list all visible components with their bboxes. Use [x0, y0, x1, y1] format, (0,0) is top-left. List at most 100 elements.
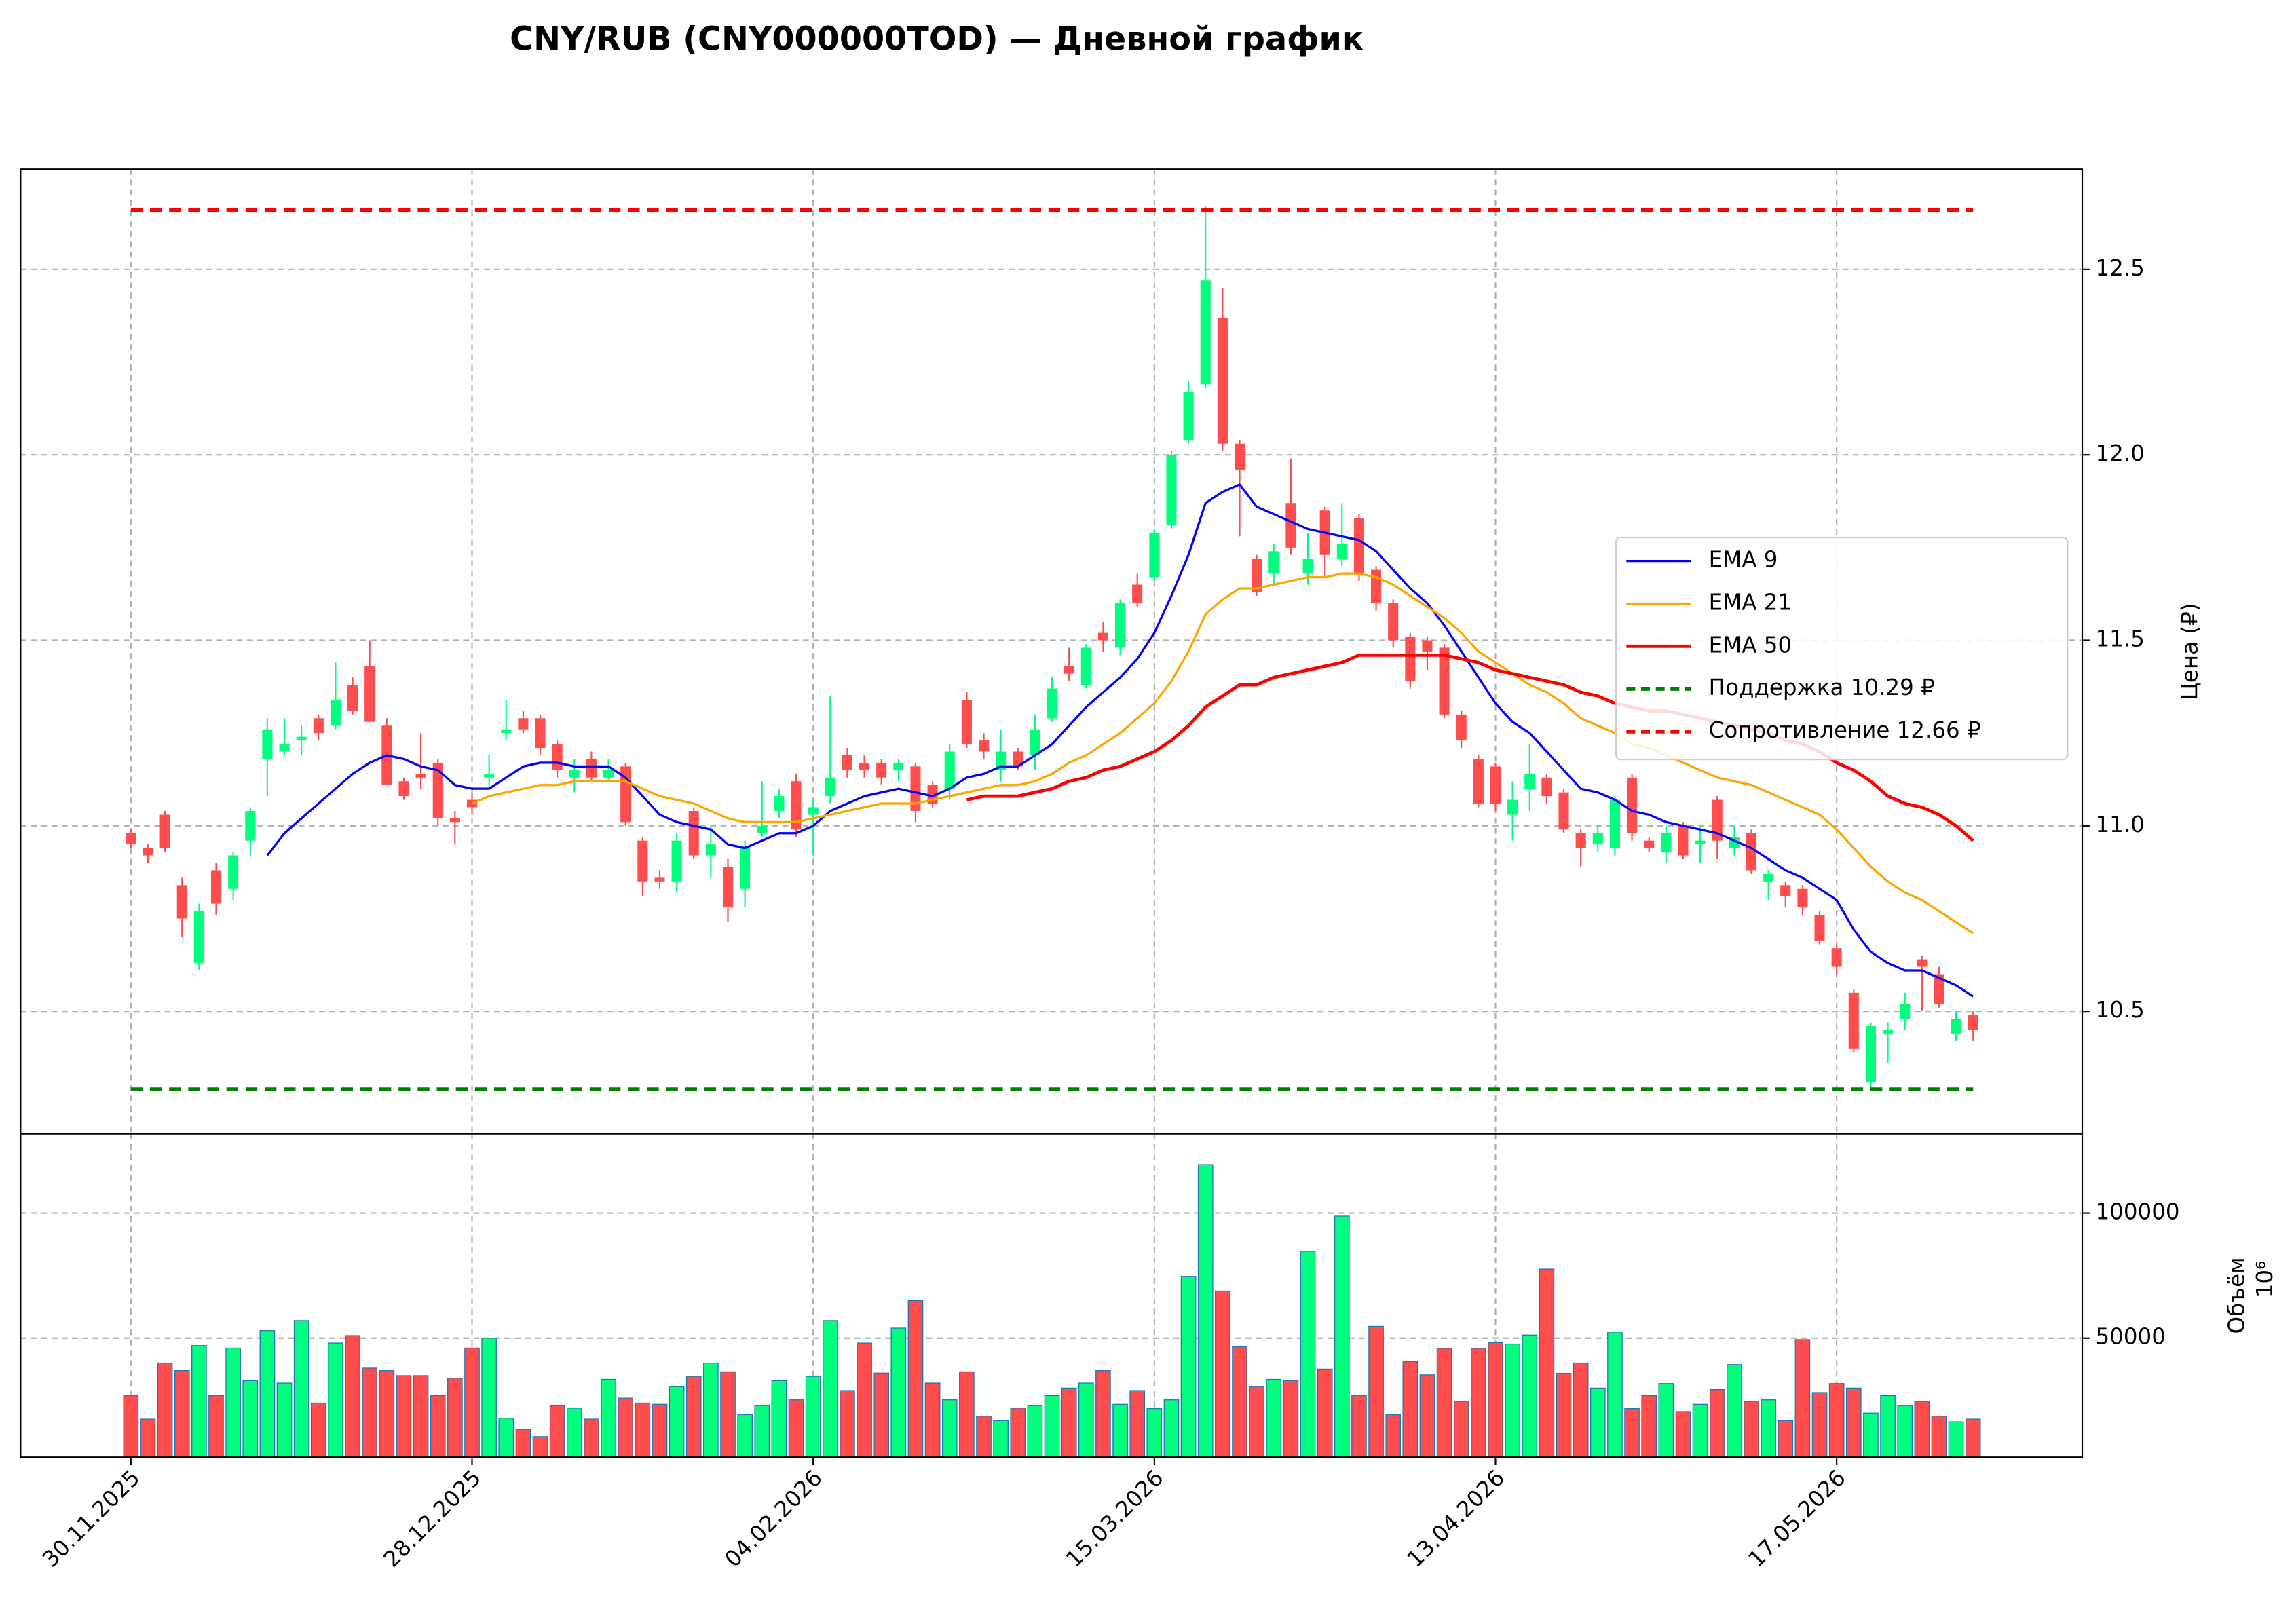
y-axis-label: Цена (₽)	[2177, 603, 2202, 700]
legend-label: EMA 50	[1709, 632, 1792, 658]
candle-body	[1695, 840, 1706, 845]
volume-bar	[1948, 1421, 1964, 1458]
candle-body	[415, 774, 426, 778]
volume-bar	[1180, 1276, 1197, 1458]
candle-body	[961, 699, 972, 744]
candle-body	[126, 833, 136, 845]
y-tick-label: 10.5	[2095, 997, 2144, 1023]
volume-bar	[907, 1300, 924, 1458]
y-tick-label: 12.0	[2095, 440, 2144, 466]
candle-body	[449, 818, 460, 823]
volume-bar	[1607, 1332, 1623, 1458]
volume-bar	[1385, 1414, 1402, 1458]
volume-bar	[362, 1367, 378, 1458]
volume-bar	[1658, 1383, 1674, 1458]
volume-bar	[685, 1376, 702, 1458]
candle-body	[722, 866, 734, 908]
candle-body	[1115, 603, 1126, 648]
volume-frame	[20, 1133, 2084, 1458]
volume-y-tick-label: 100000	[2095, 1199, 2179, 1225]
candle-body	[1934, 974, 1944, 1004]
candle-body	[1422, 640, 1433, 652]
volume-bar	[1027, 1405, 1043, 1458]
candle-body	[1712, 799, 1723, 841]
ema-line	[266, 483, 1974, 998]
volume-bar	[1692, 1403, 1708, 1458]
candle-body	[1405, 637, 1416, 681]
candle-body	[1848, 992, 1859, 1049]
candle-body	[501, 729, 512, 734]
candle-body	[1678, 825, 1689, 856]
candle-body	[484, 774, 495, 778]
volume-bar	[771, 1380, 787, 1458]
candle-body	[1780, 885, 1791, 896]
volume-bar	[1112, 1403, 1128, 1458]
volume-bar	[1334, 1215, 1350, 1458]
volume-bar	[1436, 1348, 1452, 1458]
candle-body	[193, 911, 204, 964]
volume-bar	[1351, 1395, 1367, 1458]
volume-bar	[788, 1399, 804, 1458]
volume-bar	[1778, 1420, 1794, 1458]
candle-body	[1097, 632, 1108, 641]
y-tick-label: 12.5	[2095, 255, 2144, 281]
volume-bar	[532, 1436, 548, 1458]
volume-axis-label: Объём	[2224, 1257, 2250, 1334]
candle-body	[1336, 544, 1347, 559]
volume-bar	[1811, 1392, 1828, 1458]
candle-body	[518, 718, 529, 730]
candle-body	[1490, 766, 1501, 804]
candle-body	[1234, 443, 1245, 470]
candle-body	[1558, 792, 1569, 830]
volume-bar	[1539, 1268, 1555, 1458]
candle-body	[1644, 840, 1655, 848]
candle-body	[432, 762, 443, 818]
candle-body	[1064, 666, 1074, 674]
volume-bar	[703, 1362, 719, 1458]
candle-body	[1865, 1026, 1876, 1082]
volume-bar	[857, 1342, 872, 1458]
candle-body	[1285, 503, 1296, 548]
candle-body	[1200, 280, 1211, 385]
candle-body	[210, 870, 222, 904]
candle-body	[1149, 532, 1160, 578]
candle-body	[1524, 774, 1535, 789]
volume-bar	[140, 1418, 156, 1458]
candle-body	[944, 751, 955, 789]
volume-bar	[1215, 1290, 1230, 1458]
candle-body	[364, 666, 375, 722]
volume-bar	[1129, 1390, 1146, 1458]
volume-bar	[1744, 1401, 1759, 1458]
volume-bar	[873, 1372, 890, 1458]
legend-label: Поддержка 10.29 ₽	[1709, 675, 1935, 700]
volume-bar	[328, 1342, 343, 1458]
volume-bar	[396, 1375, 412, 1458]
candle-body	[159, 814, 170, 848]
volume-bar	[1419, 1374, 1435, 1458]
volume-bar	[1880, 1395, 1896, 1458]
y-tick-label: 11.5	[2095, 626, 2144, 652]
volume-bar	[293, 1320, 309, 1458]
candle-body	[705, 844, 716, 856]
candle-body	[757, 825, 768, 833]
candle-body	[1609, 799, 1620, 848]
candle-body	[1883, 1030, 1894, 1034]
volume-y-tick-label: 50000	[2095, 1324, 2165, 1350]
candle-body	[1592, 833, 1603, 845]
volume-bar	[1863, 1412, 1879, 1458]
volume-bar	[1522, 1334, 1538, 1458]
volume-bar	[840, 1390, 855, 1458]
volume-bar	[635, 1402, 651, 1458]
legend-label: Сопротивление 12.66 ₽	[1709, 717, 1981, 743]
volume-bar	[1624, 1408, 1640, 1458]
candle-body	[1661, 833, 1672, 852]
candle-body	[569, 770, 580, 778]
candle-body	[1353, 518, 1364, 574]
candle-body	[978, 740, 990, 752]
volume-bar	[1590, 1387, 1606, 1458]
volume-bar	[1914, 1401, 1930, 1458]
volume-bar	[1317, 1368, 1333, 1458]
candle-body	[1183, 392, 1194, 440]
volume-bar	[225, 1347, 241, 1458]
chart-title: CNY/RUB (CNY000000TOD) — Дневной график	[510, 21, 1364, 58]
